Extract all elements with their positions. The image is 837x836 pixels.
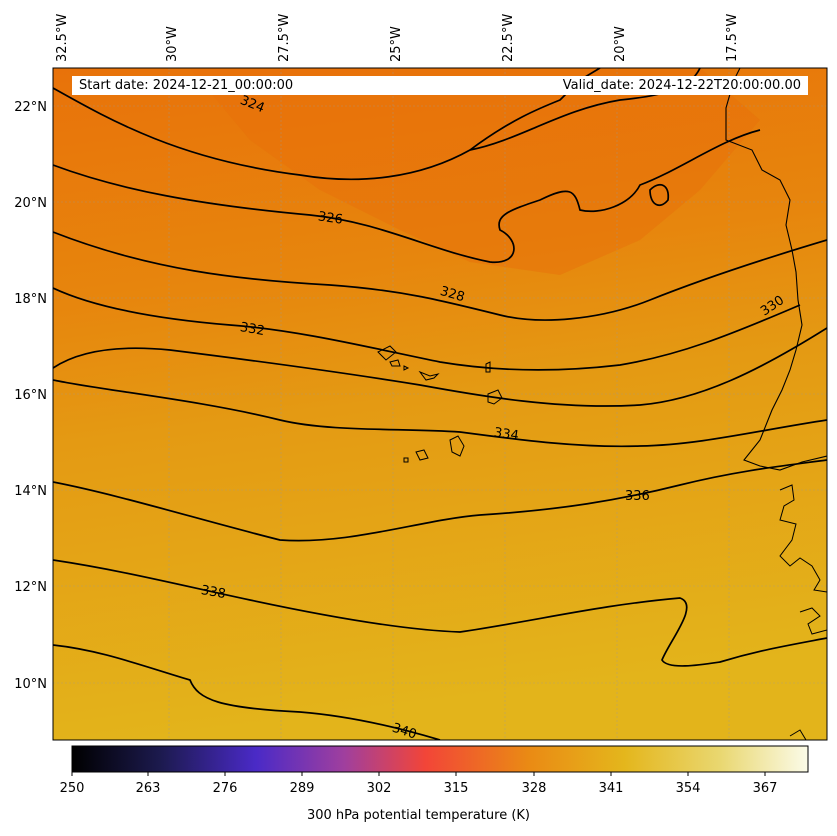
lon-label-17-5w: 17.5°W	[725, 14, 740, 62]
cbar-tick-328: 328	[522, 781, 547, 796]
colorbar	[71, 745, 809, 773]
lon-label-20w: 20°W	[613, 26, 628, 62]
colorbar-title: 300 hPa potential temperature (K)	[306, 808, 530, 823]
latitude-labels: 22°N 20°N 18°N 16°N 14°N 12°N 10°N	[14, 100, 47, 692]
contour-336	[53, 459, 827, 542]
cbar-tick-367: 367	[753, 781, 778, 796]
gridlines	[53, 68, 827, 740]
cbar-tick-341: 341	[599, 781, 624, 796]
senegal-coast	[779, 484, 827, 740]
contour-326-b	[649, 183, 670, 207]
contour-328	[53, 231, 827, 321]
contour-lines	[53, 68, 827, 740]
contour-label-338: 338	[200, 583, 227, 602]
africa-coastline	[725, 68, 827, 471]
cbar-tick-289: 289	[290, 781, 315, 796]
start-date-label: Start date: 2024-12-21_00:00:00	[79, 78, 294, 93]
lon-label-27-5w: 27.5°W	[277, 14, 292, 62]
lat-label-14n: 14°N	[14, 484, 47, 499]
cbar-tick-354: 354	[676, 781, 701, 796]
contour-332	[53, 327, 827, 407]
contour-326	[53, 129, 761, 263]
cbar-tick-263: 263	[136, 781, 161, 796]
lat-label-16n: 16°N	[14, 388, 47, 403]
lon-label-30w: 30°W	[165, 26, 180, 62]
colorbar-tick-labels: 250 263 276 289 302 315 328 341 354 367	[60, 781, 778, 796]
cold-core-region	[190, 68, 760, 275]
contour-label-334: 334	[493, 425, 520, 443]
valid-date-label: Valid_date: 2024-12-22T20:00:00.00	[562, 78, 801, 93]
contour-label-328: 328	[438, 284, 466, 305]
contour-label-332: 332	[239, 320, 266, 339]
lat-label-12n: 12°N	[14, 580, 47, 595]
lon-label-22-5w: 22.5°W	[501, 14, 516, 62]
cbar-tick-315: 315	[444, 781, 469, 796]
contour-label-336: 336	[625, 489, 650, 504]
contour-label-340: 340	[390, 721, 418, 743]
cape-verde-islands	[377, 345, 503, 463]
cbar-tick-276: 276	[213, 781, 238, 796]
lat-label-10n: 10°N	[14, 677, 47, 692]
longitude-labels: 32.5°W 30°W 27.5°W 25°W 22.5°W 20°W 17.5…	[55, 14, 740, 62]
colorbar-ticks	[71, 772, 766, 776]
cbar-tick-250: 250	[60, 781, 85, 796]
contour-334	[53, 379, 827, 448]
date-info-bar: Start date: 2024-12-21_00:00:00 Valid_da…	[72, 76, 808, 95]
lat-label-22n: 22°N	[14, 100, 47, 115]
lat-label-20n: 20°N	[14, 196, 47, 211]
contour-340	[53, 644, 441, 740]
cbar-tick-302: 302	[367, 781, 392, 796]
contour-330	[53, 287, 801, 371]
contour-324	[53, 68, 601, 181]
contour-338	[53, 559, 827, 667]
contour-label-326: 326	[317, 209, 344, 227]
lon-label-32-5w: 32.5°W	[55, 14, 70, 62]
map-frame	[52, 67, 828, 741]
lon-label-25w: 25°W	[389, 26, 404, 62]
lat-label-18n: 18°N	[14, 292, 47, 307]
